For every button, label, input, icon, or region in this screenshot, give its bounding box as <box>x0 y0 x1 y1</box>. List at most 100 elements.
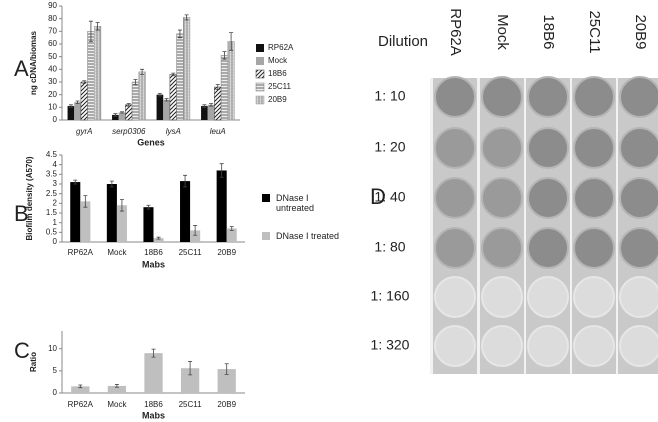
column-label: Mock <box>494 14 511 50</box>
legend-label: DNase I treated <box>276 231 340 241</box>
error-bar <box>156 236 161 240</box>
y-tick-label: 10 <box>48 344 57 353</box>
error-bar <box>88 20 93 42</box>
panel-letter: A <box>14 56 29 81</box>
bar <box>207 104 215 120</box>
bar <box>70 182 81 242</box>
y-tick-label: 5 <box>53 366 58 375</box>
panel-letter: D <box>370 184 386 209</box>
bar <box>163 99 170 120</box>
row-label: 1: 40 <box>374 189 405 205</box>
x-tick-label: 20B9 <box>217 248 236 257</box>
bar <box>131 81 140 121</box>
plate-title: Dilution <box>378 33 428 50</box>
x-tick-label: 18B6 <box>144 400 163 409</box>
bar <box>80 81 88 121</box>
well <box>434 127 476 169</box>
error-bar <box>78 384 83 389</box>
y-tick-label: 0.5 <box>46 227 58 236</box>
well <box>481 325 523 367</box>
bar <box>138 71 146 121</box>
bar <box>106 184 117 242</box>
well <box>573 177 615 219</box>
row-label: 1: 20 <box>374 139 405 155</box>
well <box>434 227 476 269</box>
error-bar <box>188 361 193 376</box>
column-label: 25C11 <box>586 10 603 53</box>
well <box>619 127 658 169</box>
error-bar <box>209 103 214 107</box>
y-tick-label: 50 <box>48 52 57 61</box>
x-tick-label: serp0306 <box>112 127 146 136</box>
legend-label: 20B9 <box>268 95 287 104</box>
bar <box>94 26 102 121</box>
well <box>619 76 658 118</box>
x-tick-label: leuA <box>210 127 226 136</box>
well <box>619 325 658 367</box>
bar <box>144 353 163 393</box>
y-axis-label: Ratio <box>29 352 38 372</box>
legend-label: 25C11 <box>268 82 292 91</box>
error-bar <box>119 199 124 212</box>
bar <box>143 207 154 242</box>
error-bar <box>73 179 78 185</box>
column-label: RP62A <box>447 8 464 56</box>
well <box>434 177 476 219</box>
bar <box>226 228 237 242</box>
error-bar <box>126 103 131 107</box>
bar <box>217 369 236 393</box>
well <box>434 325 476 367</box>
y-tick-label: 0 <box>53 388 58 397</box>
bar <box>180 181 191 242</box>
x-tick-label: 18B6 <box>144 248 163 257</box>
y-tick-label: 1 <box>53 218 58 227</box>
error-bar <box>83 195 88 208</box>
well <box>527 227 569 269</box>
bar <box>216 170 227 242</box>
row-label: 1: 10 <box>374 88 405 104</box>
well <box>527 276 569 318</box>
well <box>481 76 523 118</box>
bar <box>87 31 95 121</box>
legend-label: 18B6 <box>268 69 287 78</box>
y-tick-label: 3.5 <box>46 169 58 178</box>
error-bar <box>68 104 73 108</box>
bar <box>67 106 75 120</box>
y-axis-label: Biofilm density (A570) <box>25 156 34 240</box>
bar <box>227 41 235 121</box>
error-bar <box>151 348 156 358</box>
bar <box>80 201 91 242</box>
y-tick-label: 60 <box>48 39 57 48</box>
error-bar <box>113 113 118 117</box>
legend-swatch <box>262 194 270 202</box>
bar <box>107 385 127 393</box>
legend-label: RP62A <box>268 43 294 52</box>
y-tick-label: 30 <box>48 77 57 86</box>
x-axis-label: Genes <box>137 137 165 147</box>
x-tick-label: gyrA <box>76 127 92 136</box>
legend-swatch <box>255 82 265 92</box>
error-bar <box>183 174 188 188</box>
bar <box>156 94 164 120</box>
x-tick-label: Mock <box>107 400 127 409</box>
bar <box>220 55 229 121</box>
y-tick-label: 1.5 <box>46 208 58 217</box>
y-tick-label: 0 <box>53 115 58 124</box>
bar <box>180 368 200 393</box>
y-tick-label: 20 <box>48 90 57 99</box>
error-bar <box>133 79 138 85</box>
well <box>527 177 569 219</box>
bar <box>153 238 164 242</box>
y-tick-label: 0 <box>53 237 58 246</box>
legend-label: DNase I untreated <box>276 193 315 213</box>
x-tick-label: lysA <box>166 127 181 136</box>
well <box>481 227 523 269</box>
x-tick-label: 25C11 <box>179 248 203 257</box>
well <box>434 276 476 318</box>
error-bar <box>109 180 114 188</box>
y-tick-label: 2.5 <box>46 189 58 198</box>
well <box>527 325 569 367</box>
legend-label: Mock <box>268 56 288 65</box>
